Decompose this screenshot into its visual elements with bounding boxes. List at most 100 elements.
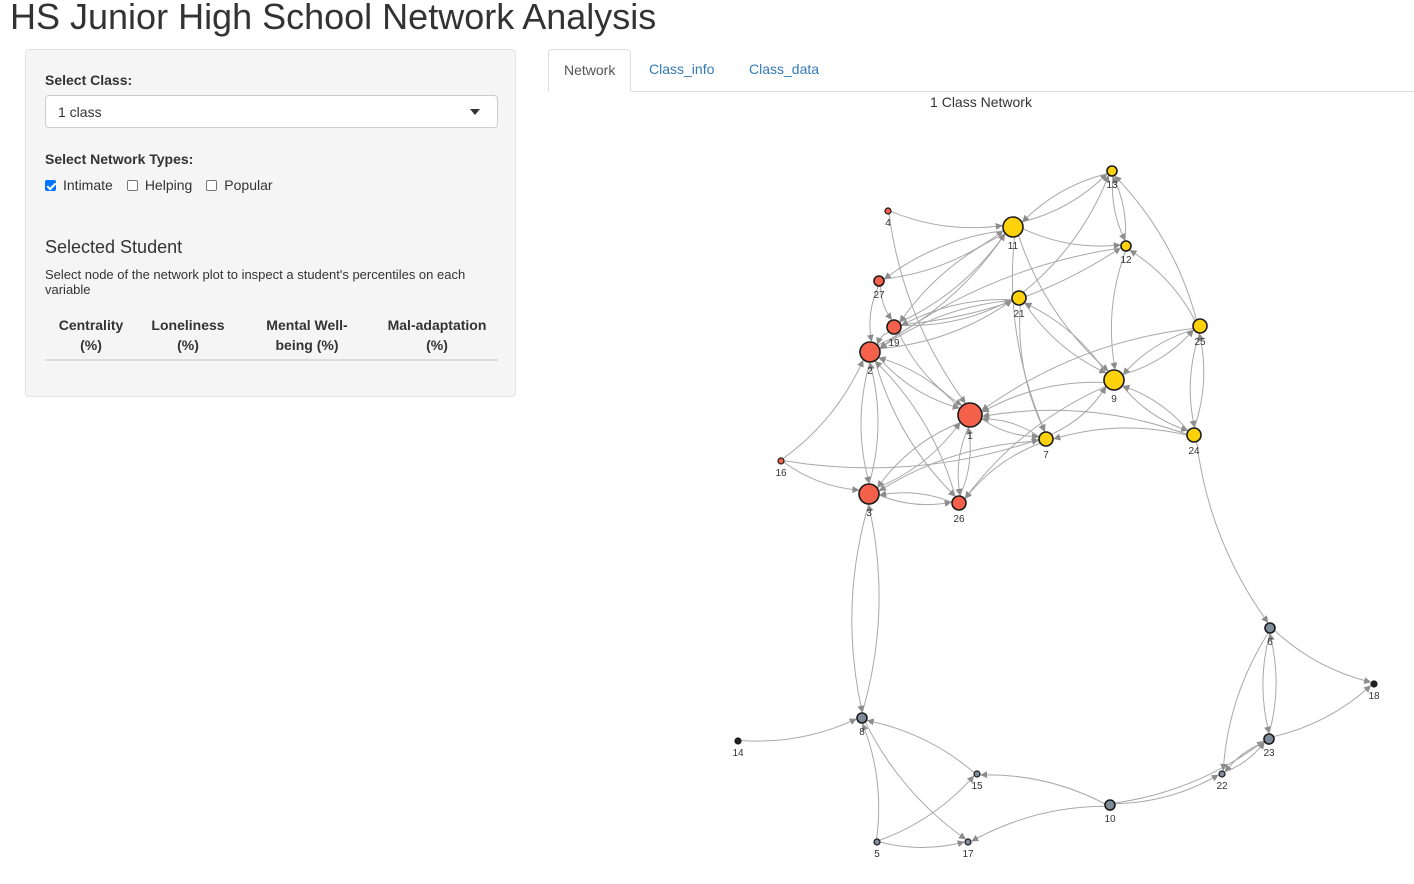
edge-5-17 [879,840,965,848]
edge-27-19 [880,285,892,320]
node-4[interactable]: 4 [884,207,892,229]
node-7[interactable]: 7 [1038,431,1054,461]
node-15[interactable]: 15 [971,770,983,792]
edge-24-25 [1193,333,1205,429]
edge-27-11 [883,230,1004,280]
edge-19-21 [900,299,1012,327]
node-circle[interactable] [886,319,902,335]
node-27[interactable]: 27 [873,275,885,301]
checkbox-intimate[interactable]: Intimate [45,177,113,193]
node-circle[interactable] [973,770,981,778]
node-circle[interactable] [1186,427,1202,443]
node-circle[interactable] [1120,240,1132,252]
node-circle[interactable] [1104,799,1116,811]
node-circle[interactable] [1370,680,1378,688]
node-label: 2 [867,366,873,377]
node-circle[interactable] [1103,369,1125,391]
node-22[interactable]: 22 [1216,770,1228,792]
node-circle[interactable] [1218,770,1226,778]
edge-7-26 [964,442,1041,499]
node-19[interactable]: 19 [886,319,902,349]
node-circle[interactable] [957,402,983,428]
node-circle[interactable] [1263,733,1275,745]
node-25[interactable]: 25 [1192,318,1208,348]
node-circle[interactable] [1002,216,1024,238]
node-label: 22 [1216,781,1228,792]
edge-15-8 [866,718,975,774]
tab-network[interactable]: Network [548,49,632,92]
node-17[interactable]: 17 [962,838,974,860]
node-circle[interactable] [858,483,880,505]
edge-10-17 [971,805,1106,842]
edge-11-9 [1018,235,1109,372]
node-12[interactable]: 12 [1120,240,1132,266]
node-26[interactable]: 26 [951,495,967,525]
node-13[interactable]: 13 [1106,165,1118,191]
checkbox-unchecked-icon[interactable] [126,179,138,191]
node-label: 14 [732,748,744,759]
node-16[interactable]: 16 [775,457,787,479]
edge-11-7 [1011,236,1046,432]
edge-5-15 [879,775,975,841]
edge-16-2 [782,359,864,460]
edge-26-1 [959,427,973,497]
edge-6-22 [1220,632,1269,771]
node-label: 27 [873,290,885,301]
node-circle[interactable] [964,838,972,846]
edge-25-24 [1189,332,1201,428]
edge-9-21 [1024,302,1107,374]
node-circle[interactable] [777,457,785,465]
node-circle[interactable] [884,207,892,215]
node-circle[interactable] [1106,165,1118,177]
edge-2-26 [874,360,956,497]
network-types-label: Select Network Types: [45,151,194,167]
edge-3-2 [868,362,879,485]
node-circle[interactable] [856,712,868,724]
node-2[interactable]: 2 [859,341,881,377]
node-6[interactable]: 6 [1264,622,1276,648]
node-8[interactable]: 8 [856,712,868,738]
node-23[interactable]: 23 [1263,733,1275,759]
node-1[interactable]: 1 [957,402,983,442]
checkbox-popular[interactable]: Popular [206,177,273,193]
tab-class-info[interactable]: Class_info [649,61,715,77]
edge-2-1 [878,356,960,410]
node-5[interactable]: 5 [873,838,881,860]
node-circle[interactable] [951,495,967,511]
checkbox-checked-icon[interactable] [45,179,56,191]
node-18[interactable]: 18 [1368,680,1380,702]
edge-5-8 [861,723,880,840]
node-11[interactable]: 11 [1002,216,1024,252]
edge-7-3 [878,440,1040,492]
node-circle[interactable] [734,737,742,745]
node-circle[interactable] [1192,318,1208,334]
node-label: 8 [859,727,865,738]
node-label: 12 [1120,255,1132,266]
node-24[interactable]: 24 [1186,427,1202,457]
node-label: 18 [1368,691,1380,702]
node-label: 23 [1263,748,1275,759]
node-circle[interactable] [1011,290,1027,306]
percentile-table: Centrality (%) Loneliness (%) Mental Wel… [45,311,498,361]
edge-10-15 [980,771,1106,805]
checkbox-helping[interactable]: Helping [126,177,192,193]
selected-student-description: Select node of the network plot to inspe… [45,267,466,297]
node-21[interactable]: 21 [1011,290,1027,320]
checkbox-unchecked-icon[interactable] [206,179,218,191]
node-10[interactable]: 10 [1104,799,1116,825]
node-circle[interactable] [1038,431,1054,447]
tab-class-data[interactable]: Class_data [749,61,820,77]
node-circle[interactable] [1264,622,1276,634]
edge-10-22 [1114,774,1219,805]
node-14[interactable]: 14 [732,737,744,759]
edge-16-7 [783,438,1039,469]
node-3[interactable]: 3 [858,483,880,519]
node-circle[interactable] [859,341,881,363]
class-select[interactable]: 1 class [45,95,498,128]
node-label: 13 [1106,180,1118,191]
node-circle[interactable] [873,838,881,846]
edge-19-12 [900,247,1121,326]
node-9[interactable]: 9 [1103,369,1125,405]
node-circle[interactable] [873,275,885,287]
